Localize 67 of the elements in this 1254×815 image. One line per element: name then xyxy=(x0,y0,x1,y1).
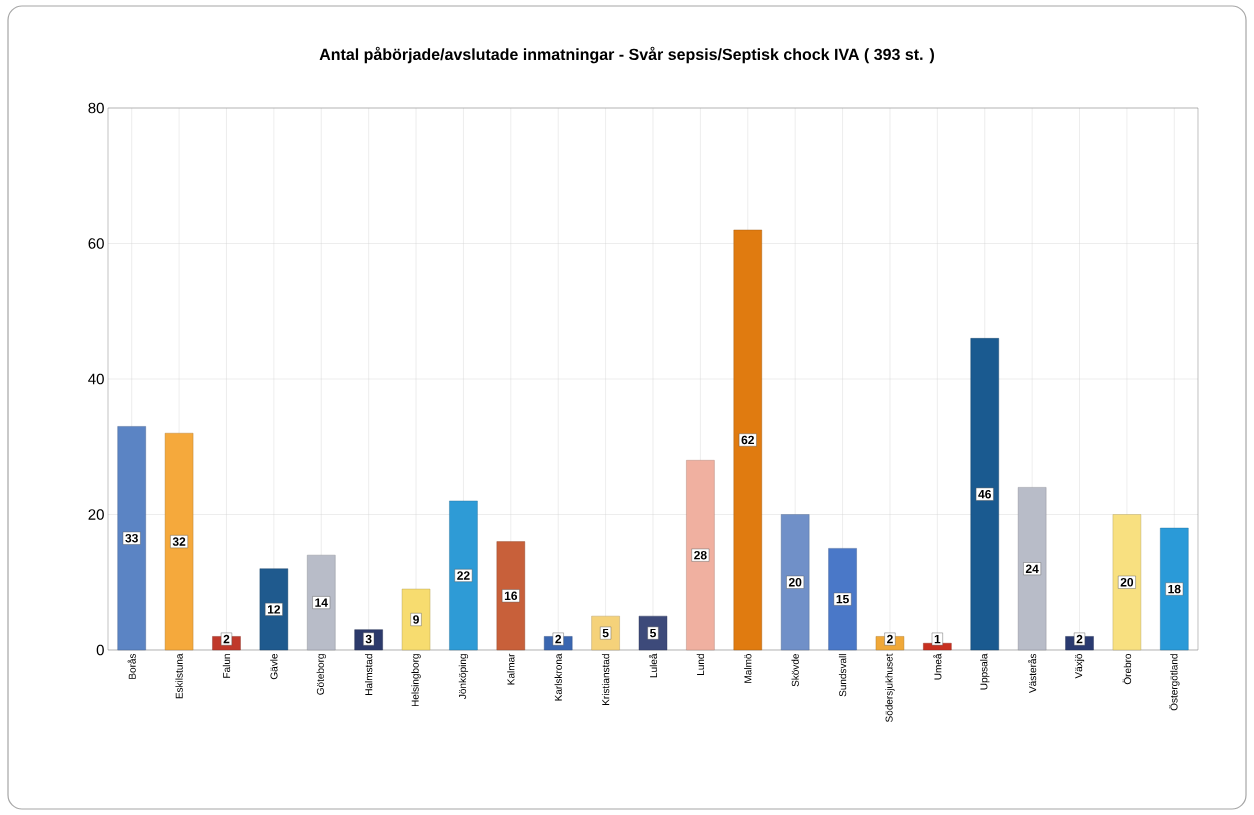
bar xyxy=(1112,514,1142,651)
data-label: 22 xyxy=(457,571,470,580)
bar xyxy=(259,568,289,651)
x-tick-label: Örebro xyxy=(1122,653,1132,685)
x-tick-label: Helsingborg xyxy=(411,654,421,707)
data-label: 32 xyxy=(172,537,186,546)
x-tick-label: Karlskrona xyxy=(554,653,562,701)
data-label: 62 xyxy=(741,435,754,445)
bar xyxy=(117,426,146,651)
data-label: 46 xyxy=(978,489,991,499)
data-label: 9 xyxy=(413,615,419,624)
x-tick-label: Växjö xyxy=(1074,653,1085,679)
y-tick-label: 60 xyxy=(88,238,104,249)
bar xyxy=(1017,487,1047,651)
data-label: 33 xyxy=(125,533,138,543)
x-tick-label: Malmö xyxy=(744,653,752,683)
bar xyxy=(307,554,336,651)
x-tick-label: Sundsvall xyxy=(838,654,847,697)
data-label: 24 xyxy=(1025,564,1039,573)
data-label: 5 xyxy=(650,628,656,638)
x-tick-label: Kalmar xyxy=(507,653,515,685)
x-tick-label: Gävle xyxy=(270,653,278,680)
x-tick-label: Falun xyxy=(222,654,231,678)
data-label: 15 xyxy=(836,595,849,604)
data-label: 2 xyxy=(223,634,230,644)
bar xyxy=(780,514,810,651)
data-label: 2 xyxy=(555,634,562,644)
x-tick-label: Jönköping xyxy=(458,654,469,699)
data-label: 2 xyxy=(887,634,893,644)
x-tick-label: Eskilstuna xyxy=(175,653,183,699)
x-tick-label: Uppsala xyxy=(980,653,990,690)
x-tick-label: Skövde xyxy=(791,653,799,687)
y-tick-label: 80 xyxy=(88,102,104,114)
y-tick-label: 20 xyxy=(88,509,104,520)
bar xyxy=(449,500,478,651)
chart-title: Antal påbörjade/avslutade inmatningar - Svår sepsis/Septisk chock IVA ( 393 st. ) xyxy=(319,46,934,64)
data-label: 14 xyxy=(315,598,328,607)
bar xyxy=(733,229,762,651)
x-tick-label: Luleå xyxy=(648,653,658,678)
x-tick-label: Göteborg xyxy=(316,654,326,695)
x-tick-label: Södersjukhuset xyxy=(885,653,895,723)
data-label: 20 xyxy=(788,578,802,587)
x-tick-label: Umeå xyxy=(933,653,942,680)
x-tick-label: Borås xyxy=(127,653,136,679)
bar xyxy=(164,433,194,651)
x-tick-label: Halmstad xyxy=(364,654,373,695)
bar xyxy=(970,338,999,651)
x-tick-label: Kristianstad xyxy=(601,654,610,705)
data-label: 5 xyxy=(602,628,609,638)
data-label: 20 xyxy=(1120,578,1134,587)
bar xyxy=(1160,527,1189,651)
data-label: 1 xyxy=(934,634,941,644)
bar xyxy=(686,460,715,651)
y-tick-label: 0 xyxy=(96,644,104,656)
x-tick-label: Lund xyxy=(696,654,705,675)
data-label: 2 xyxy=(1076,634,1083,644)
data-label: 16 xyxy=(504,591,518,601)
data-label: 28 xyxy=(694,550,707,560)
bar xyxy=(828,548,857,651)
x-tick-label: Östergötland xyxy=(1169,654,1180,711)
bar xyxy=(496,541,526,651)
data-label: 18 xyxy=(1168,584,1181,594)
data-label: 12 xyxy=(267,605,281,614)
bar xyxy=(401,588,431,651)
x-tick-label: Västerås xyxy=(1028,653,1037,693)
y-tick-label: 40 xyxy=(88,373,104,385)
data-label: 3 xyxy=(365,634,372,644)
